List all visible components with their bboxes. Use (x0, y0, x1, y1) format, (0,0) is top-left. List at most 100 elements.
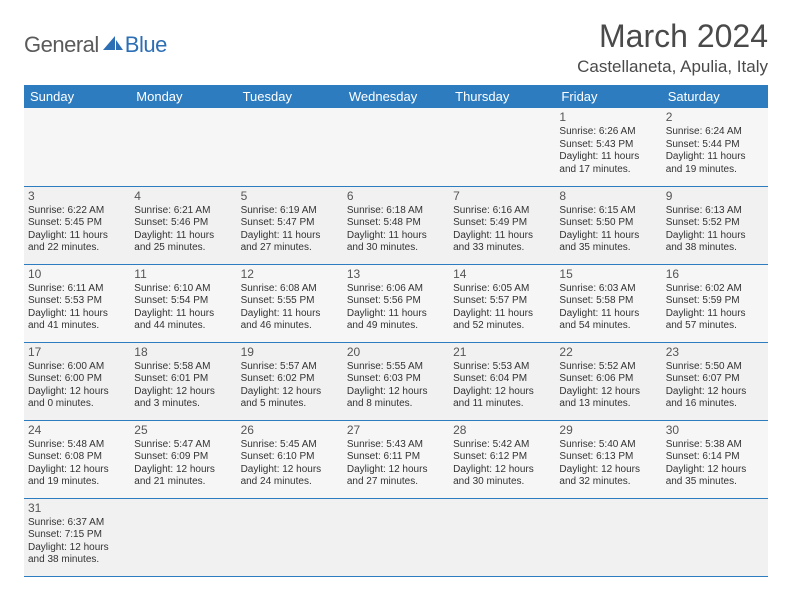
sunset-text: Sunset: 6:00 PM (28, 373, 126, 386)
sunrise-text: Sunrise: 5:47 AM (134, 439, 232, 452)
daylight-text: and 16 minutes. (666, 398, 764, 411)
sunset-text: Sunset: 5:59 PM (666, 295, 764, 308)
weekday-header: Saturday (662, 85, 768, 108)
sail-icon (103, 34, 123, 50)
daylight-text: and 25 minutes. (134, 242, 232, 255)
brand-blue: Blue (125, 32, 167, 58)
week-row: 24Sunrise: 5:48 AMSunset: 6:08 PMDayligh… (24, 420, 768, 498)
brand-general: General (24, 32, 99, 58)
sunrise-text: Sunrise: 5:50 AM (666, 361, 764, 374)
sunset-text: Sunset: 6:13 PM (559, 451, 657, 464)
sunrise-text: Sunrise: 5:43 AM (347, 439, 445, 452)
sunrise-text: Sunrise: 5:53 AM (453, 361, 551, 374)
day-cell: 10Sunrise: 6:11 AMSunset: 5:53 PMDayligh… (24, 264, 130, 342)
day-number: 7 (453, 189, 551, 204)
daylight-text: Daylight: 12 hours (453, 464, 551, 477)
sunset-text: Sunset: 6:04 PM (453, 373, 551, 386)
daylight-text: Daylight: 12 hours (347, 386, 445, 399)
daylight-text: Daylight: 12 hours (134, 464, 232, 477)
empty-cell (130, 108, 236, 186)
daylight-text: and 44 minutes. (134, 320, 232, 333)
weekday-header: Thursday (449, 85, 555, 108)
month-title: March 2024 (577, 18, 768, 55)
weekday-header: Sunday (24, 85, 130, 108)
daylight-text: and 27 minutes. (241, 242, 339, 255)
sunrise-text: Sunrise: 6:21 AM (134, 205, 232, 218)
sunset-text: Sunset: 6:06 PM (559, 373, 657, 386)
weekday-header: Tuesday (237, 85, 343, 108)
empty-cell (343, 498, 449, 576)
sunrise-text: Sunrise: 5:48 AM (28, 439, 126, 452)
day-number: 20 (347, 345, 445, 360)
day-number: 8 (559, 189, 657, 204)
sunrise-text: Sunrise: 6:06 AM (347, 283, 445, 296)
calendar-table: SundayMondayTuesdayWednesdayThursdayFrid… (24, 85, 768, 577)
day-cell: 27Sunrise: 5:43 AMSunset: 6:11 PMDayligh… (343, 420, 449, 498)
day-number: 17 (28, 345, 126, 360)
day-cell: 17Sunrise: 6:00 AMSunset: 6:00 PMDayligh… (24, 342, 130, 420)
day-number: 12 (241, 267, 339, 282)
daylight-text: Daylight: 12 hours (559, 386, 657, 399)
daylight-text: Daylight: 11 hours (347, 308, 445, 321)
sunset-text: Sunset: 6:08 PM (28, 451, 126, 464)
sunset-text: Sunset: 5:57 PM (453, 295, 551, 308)
day-cell: 3Sunrise: 6:22 AMSunset: 5:45 PMDaylight… (24, 186, 130, 264)
sunrise-text: Sunrise: 5:45 AM (241, 439, 339, 452)
daylight-text: and 19 minutes. (666, 164, 764, 177)
daylight-text: and 11 minutes. (453, 398, 551, 411)
day-number: 11 (134, 267, 232, 282)
day-cell: 2Sunrise: 6:24 AMSunset: 5:44 PMDaylight… (662, 108, 768, 186)
daylight-text: Daylight: 12 hours (28, 542, 126, 555)
header: General Blue March 2024 Castellaneta, Ap… (24, 18, 768, 77)
sunset-text: Sunset: 6:03 PM (347, 373, 445, 386)
day-number: 4 (134, 189, 232, 204)
daylight-text: Daylight: 11 hours (559, 308, 657, 321)
daylight-text: Daylight: 12 hours (241, 386, 339, 399)
day-cell: 6Sunrise: 6:18 AMSunset: 5:48 PMDaylight… (343, 186, 449, 264)
day-cell: 20Sunrise: 5:55 AMSunset: 6:03 PMDayligh… (343, 342, 449, 420)
daylight-text: and 33 minutes. (453, 242, 551, 255)
empty-cell (662, 498, 768, 576)
daylight-text: and 13 minutes. (559, 398, 657, 411)
day-cell: 26Sunrise: 5:45 AMSunset: 6:10 PMDayligh… (237, 420, 343, 498)
week-row: 31Sunrise: 6:37 AMSunset: 7:15 PMDayligh… (24, 498, 768, 576)
daylight-text: Daylight: 12 hours (28, 464, 126, 477)
empty-cell (449, 498, 555, 576)
sunset-text: Sunset: 5:56 PM (347, 295, 445, 308)
day-cell: 30Sunrise: 5:38 AMSunset: 6:14 PMDayligh… (662, 420, 768, 498)
day-number: 16 (666, 267, 764, 282)
sunrise-text: Sunrise: 6:15 AM (559, 205, 657, 218)
daylight-text: Daylight: 12 hours (453, 386, 551, 399)
empty-cell (237, 498, 343, 576)
day-cell: 7Sunrise: 6:16 AMSunset: 5:49 PMDaylight… (449, 186, 555, 264)
empty-cell (555, 498, 661, 576)
daylight-text: Daylight: 11 hours (134, 308, 232, 321)
sunset-text: Sunset: 6:02 PM (241, 373, 339, 386)
day-cell: 19Sunrise: 5:57 AMSunset: 6:02 PMDayligh… (237, 342, 343, 420)
sunset-text: Sunset: 6:14 PM (666, 451, 764, 464)
day-number: 2 (666, 110, 764, 125)
sunset-text: Sunset: 5:49 PM (453, 217, 551, 230)
daylight-text: and 30 minutes. (347, 242, 445, 255)
daylight-text: Daylight: 11 hours (134, 230, 232, 243)
daylight-text: Daylight: 11 hours (453, 230, 551, 243)
day-cell: 14Sunrise: 6:05 AMSunset: 5:57 PMDayligh… (449, 264, 555, 342)
location: Castellaneta, Apulia, Italy (577, 57, 768, 77)
sunrise-text: Sunrise: 5:58 AM (134, 361, 232, 374)
weekday-header: Monday (130, 85, 236, 108)
day-number: 22 (559, 345, 657, 360)
day-cell: 16Sunrise: 6:02 AMSunset: 5:59 PMDayligh… (662, 264, 768, 342)
sunset-text: Sunset: 5:43 PM (559, 139, 657, 152)
sunset-text: Sunset: 7:15 PM (28, 529, 126, 542)
sunset-text: Sunset: 5:48 PM (347, 217, 445, 230)
day-cell: 12Sunrise: 6:08 AMSunset: 5:55 PMDayligh… (237, 264, 343, 342)
sunset-text: Sunset: 5:50 PM (559, 217, 657, 230)
day-number: 26 (241, 423, 339, 438)
empty-cell (449, 108, 555, 186)
sunset-text: Sunset: 6:07 PM (666, 373, 764, 386)
sunrise-text: Sunrise: 6:37 AM (28, 517, 126, 530)
daylight-text: Daylight: 11 hours (559, 230, 657, 243)
sunset-text: Sunset: 5:53 PM (28, 295, 126, 308)
daylight-text: and 52 minutes. (453, 320, 551, 333)
day-number: 19 (241, 345, 339, 360)
